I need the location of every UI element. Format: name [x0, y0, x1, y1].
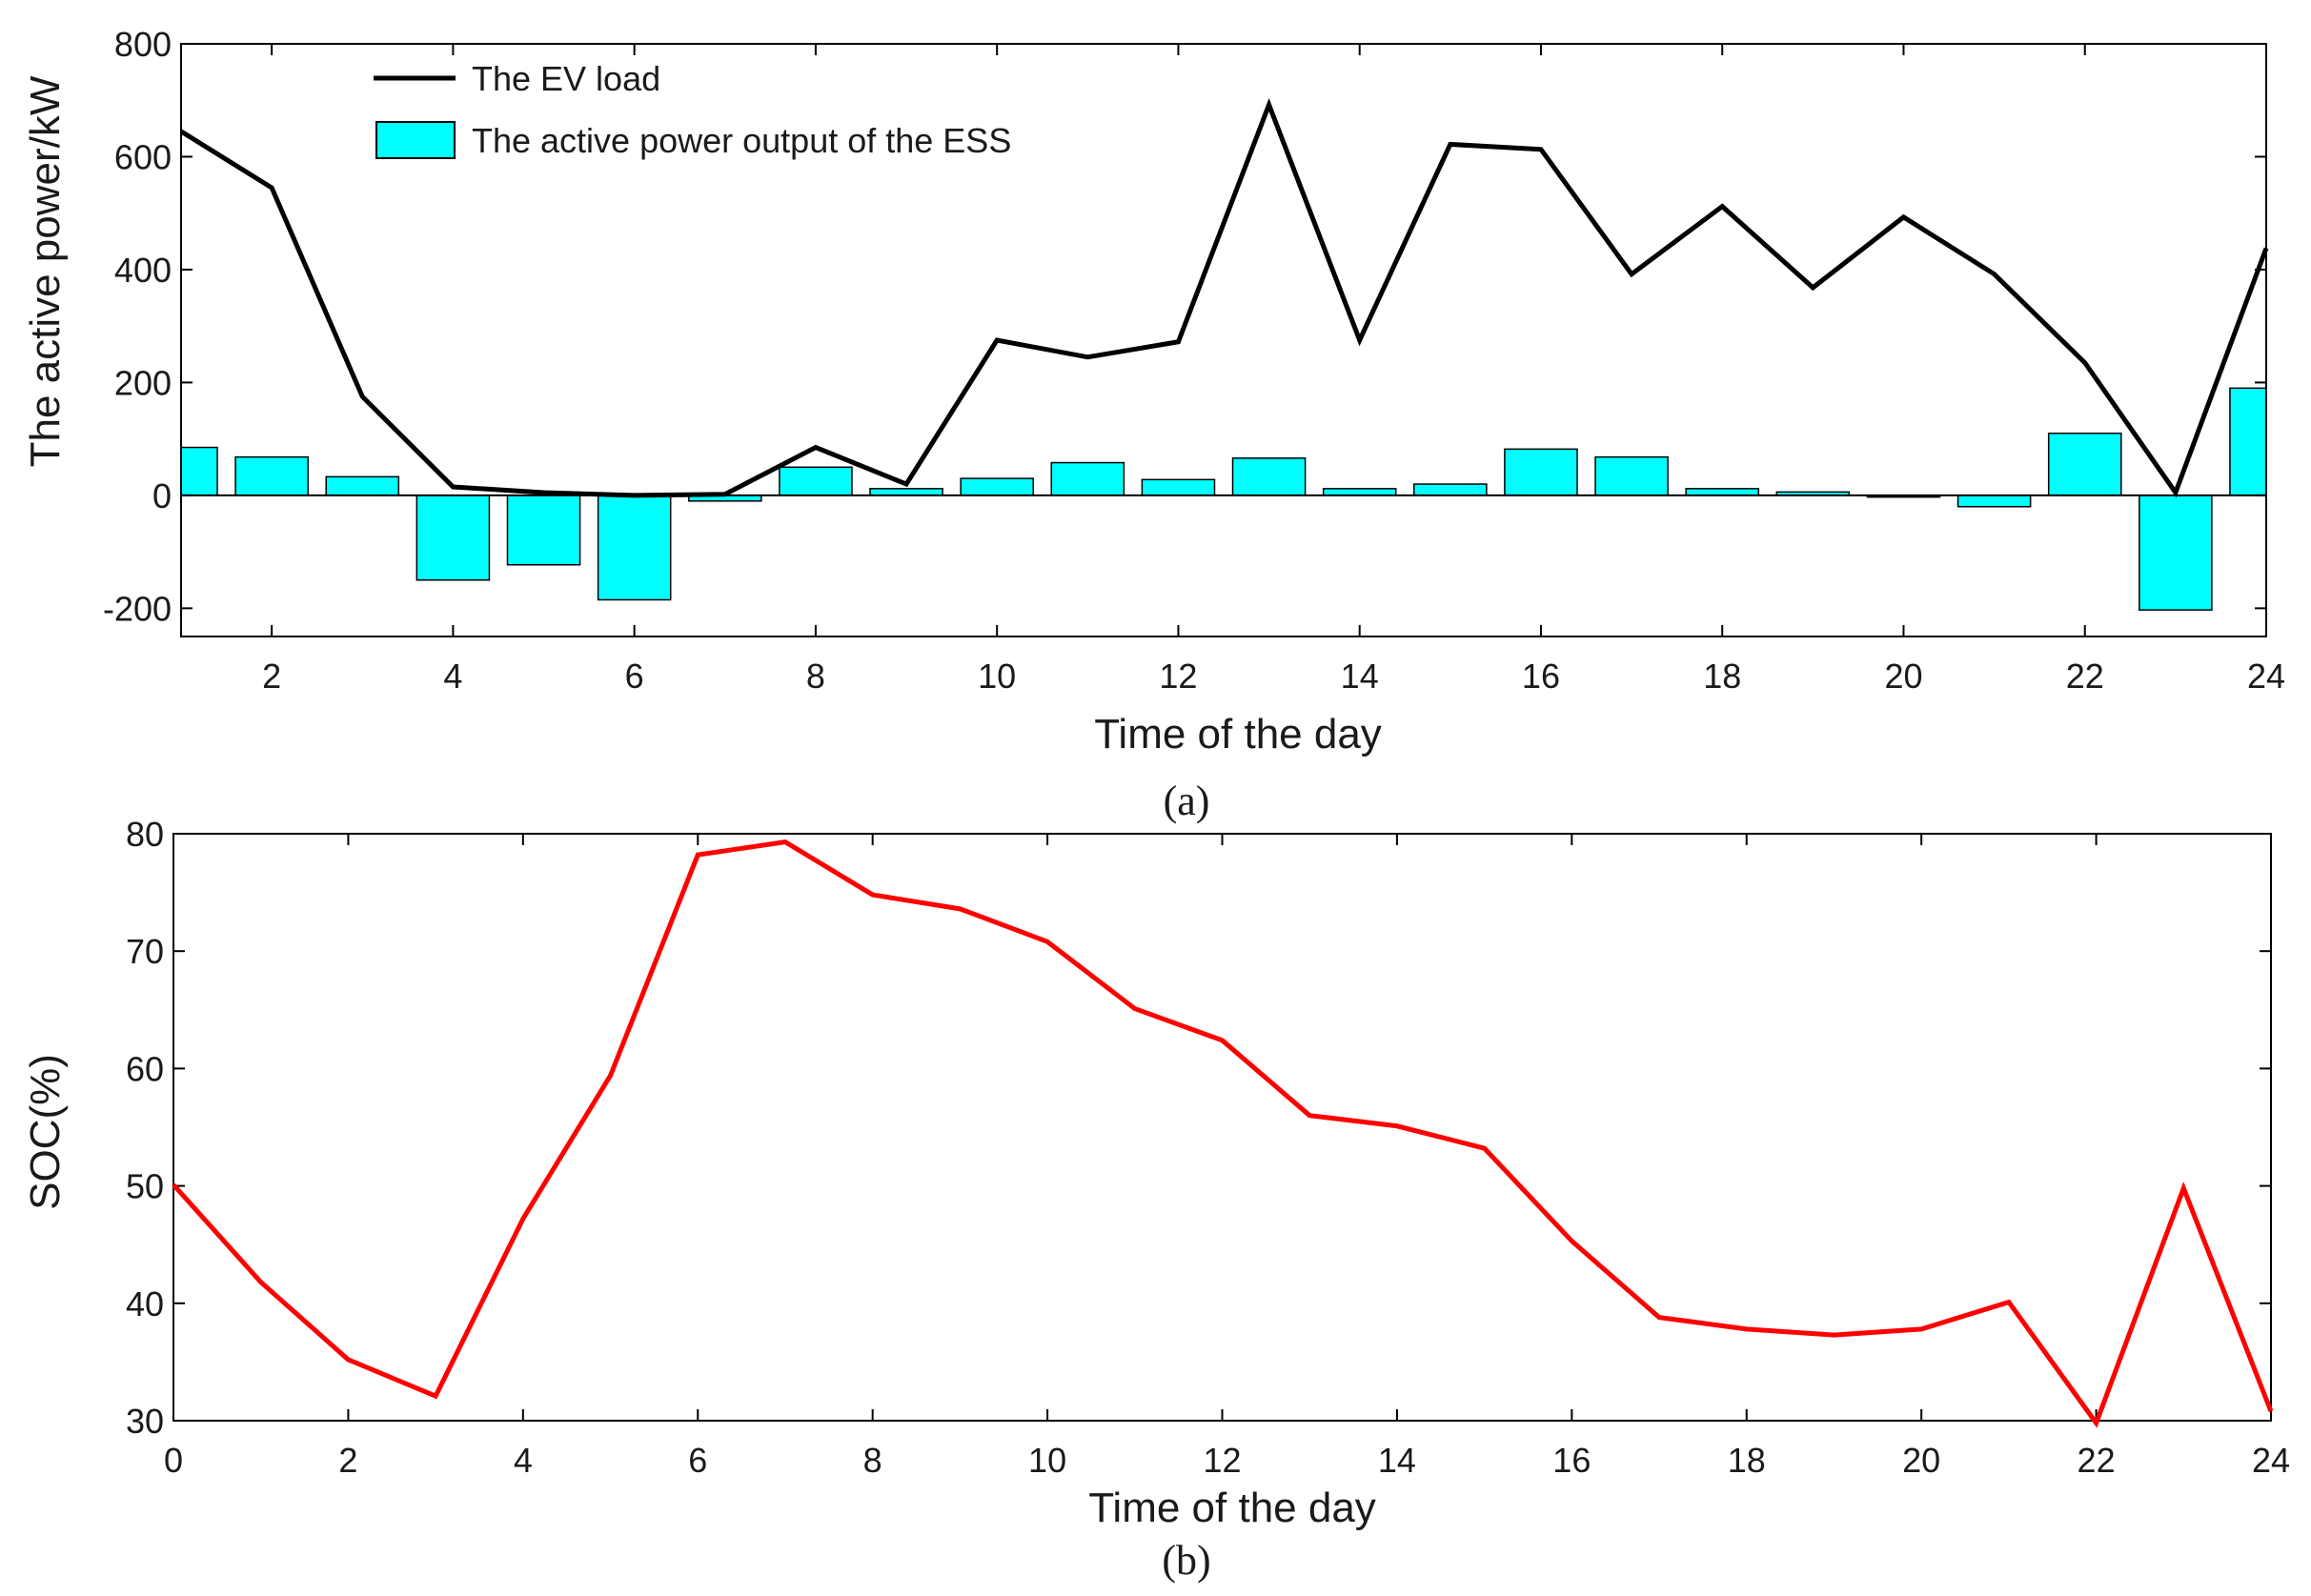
chart-a-ytick-label: 200 [114, 363, 172, 402]
chart-b-xlabel: Time of the day [1088, 1485, 1376, 1531]
chart-b-xtick-label: 20 [1902, 1441, 1940, 1480]
chart-a-bar [1956, 495, 2032, 508]
chart-a-caption: (a) [1164, 778, 1210, 824]
chart-a-xtick-label: 20 [1884, 657, 1922, 696]
chart-b-xtick-label: 8 [863, 1441, 882, 1480]
chart-a-xtick-label: 24 [2247, 657, 2285, 696]
chart-a-bar [2139, 495, 2213, 611]
chart-a-bar [234, 455, 309, 496]
chart-a-bar [1594, 455, 1669, 496]
chart-a-ev-load-line [179, 97, 2269, 498]
chart-a-bar [597, 495, 672, 601]
chart-a-bar [1685, 488, 1760, 496]
chart-b-ytick-label: 60 [126, 1049, 164, 1088]
legend-ess-swatch [375, 121, 456, 159]
chart-a-bar [960, 477, 1034, 496]
chart-a-bar [1322, 488, 1397, 496]
chart-b-xtick-label: 16 [1552, 1441, 1591, 1480]
chart-a-legend: The EV load The active power output of t… [374, 59, 1011, 160]
chart-b-xtick-label: 10 [1028, 1441, 1066, 1480]
chart-b-ytick-label: 50 [126, 1167, 164, 1206]
chart-b-ytick-label: 70 [126, 932, 164, 971]
legend-ess-label: The active power output of the ESS [472, 121, 1011, 160]
chart-a-bar [1504, 448, 1578, 496]
chart-a-bar [1050, 461, 1125, 496]
chart-a-bar [2047, 432, 2122, 496]
chart-b-xtick-label: 22 [2078, 1441, 2116, 1480]
chart-b-ytick-label: 40 [126, 1284, 164, 1323]
chart-b-xtick-label: 4 [514, 1441, 533, 1480]
chart-a-xtick-label: 12 [1159, 657, 1197, 696]
chart-b-plot-frame [172, 833, 2272, 1422]
chart-a-xtick-label: 6 [625, 657, 644, 696]
chart-b-caption: (b) [1162, 1537, 1210, 1584]
chart-a-ylabel: The active power/kW [22, 75, 69, 467]
chart-a-xtick-label: 10 [978, 657, 1016, 696]
chart-a-xtick-label: 14 [1341, 657, 1379, 696]
chart-b-xtick-label: 14 [1378, 1441, 1416, 1480]
chart-a-bar [506, 495, 581, 566]
chart-b-ylabel: SOC(%) [22, 1054, 69, 1210]
chart-a-bar [416, 495, 491, 581]
chart-b-xtick-label: 24 [2252, 1441, 2290, 1480]
chart-a-ytick-label: 0 [152, 476, 172, 515]
chart-a-ytick-label: 600 [114, 137, 172, 176]
chart-a-bar [1413, 483, 1488, 496]
chart-a-plot-frame [180, 43, 2267, 637]
chart-a-bar [1231, 457, 1307, 496]
chart-b-soc-line [172, 839, 2274, 1428]
chart-b-ytick-label: 30 [126, 1402, 164, 1441]
chart-a-bar [325, 475, 400, 496]
chart-a-bar [779, 466, 853, 496]
legend-ev-load-label: The EV load [472, 59, 660, 98]
chart-a-xtick-label: 8 [806, 657, 825, 696]
chart-b-xtick-label: 12 [1203, 1441, 1241, 1480]
chart-a-xtick-label: 16 [1522, 657, 1560, 696]
chart-a-ytick-label: 400 [114, 251, 172, 290]
chart-a-xtick-label: 2 [262, 657, 281, 696]
chart-a-xtick-label: 18 [1703, 657, 1741, 696]
chart-a-bars [180, 387, 2267, 611]
chart-b-ytick-label: 80 [126, 815, 164, 854]
chart-a-xtick-label: 4 [443, 657, 462, 696]
chart-b-xtick-label: 6 [688, 1441, 707, 1480]
chart-b-xtick-label: 0 [164, 1441, 183, 1480]
chart-b-xtick-label: 18 [1728, 1441, 1766, 1480]
chart-a-bar [1141, 478, 1216, 496]
chart-a-bar [869, 488, 943, 496]
chart-a-xlabel: Time of the day [1094, 711, 1382, 758]
chart-a-ytick-label: -200 [103, 589, 172, 628]
chart-a-xtick-label: 22 [2066, 657, 2104, 696]
chart-a-ytick-label: 800 [114, 25, 172, 64]
chart-b-xtick-label: 2 [338, 1441, 357, 1480]
chart-a-bar [2229, 387, 2267, 496]
chart-a-bar [180, 446, 218, 496]
